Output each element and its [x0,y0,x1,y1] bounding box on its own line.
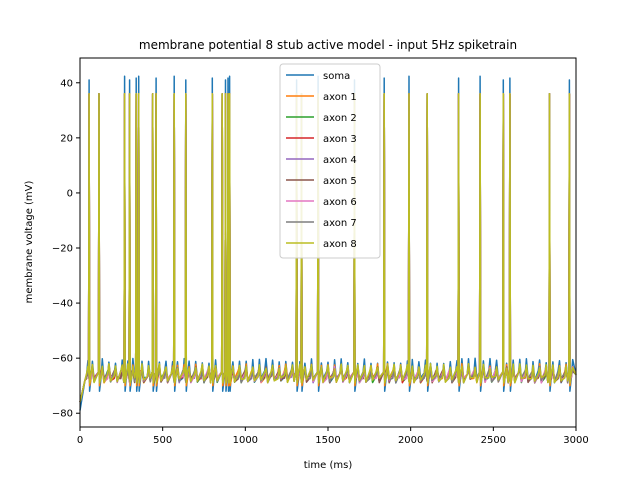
y-tick-label: −80 [52,409,73,420]
legend-label: axon 4 [323,155,357,166]
legend-label: soma [323,71,350,82]
x-tick-label: 2000 [398,435,423,446]
legend-box [279,63,381,259]
y-axis: −80 −60 −40 −20 0 20 40 [52,78,80,420]
x-tick-label: 3000 [563,435,588,446]
legend-label: axon 1 [323,92,357,103]
legend-label: axon 7 [323,218,357,229]
chart-title: membrane potential 8 stub active model -… [139,38,517,52]
y-tick-label: −40 [52,299,73,310]
y-axis-label: membrane voltage (mV) [24,180,35,303]
y-tick-label: −20 [52,244,73,255]
series-line-axon-8 [79,93,577,403]
x-tick-label: 2500 [481,435,506,446]
x-tick-label: 1000 [233,435,258,446]
legend-label: axon 8 [323,239,357,250]
legend-label: axon 2 [323,113,357,124]
x-tick-label: 500 [153,435,172,446]
x-tick-label: 0 [77,435,83,446]
y-tick-label: −60 [52,354,73,365]
legend-label: axon 3 [323,134,357,145]
x-axis-label: time (ms) [304,460,353,471]
y-tick-label: 0 [67,188,73,199]
x-tick-label: 1500 [315,435,340,446]
legend-label: axon 6 [323,197,357,208]
y-tick-label: 40 [60,78,73,89]
legend-label: axon 5 [323,176,357,187]
legend: soma axon 1 axon 2 axon 3 axon 4 axon 5 axon 6… [279,63,381,259]
x-axis: 0 500 1000 1500 2000 2500 3000 [77,427,589,446]
y-tick-label: 20 [60,133,73,144]
plot-lines [79,75,577,411]
